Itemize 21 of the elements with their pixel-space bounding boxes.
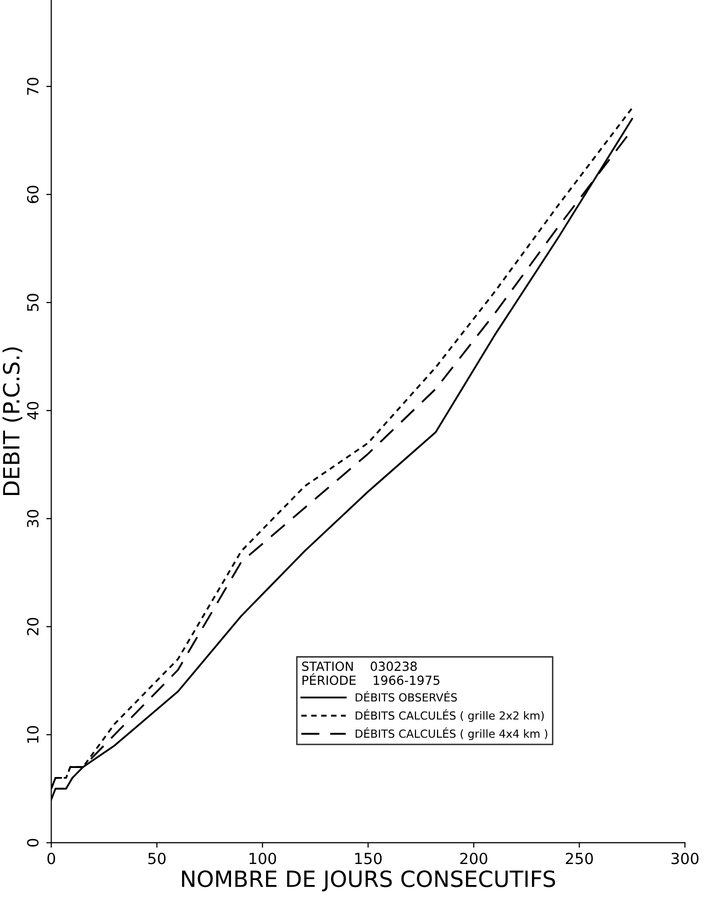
y-tick-label: 10 bbox=[27, 726, 39, 743]
y-axis-title: DEBIT (P.C.S.) bbox=[2, 347, 22, 496]
y-tick-label: 40 bbox=[27, 402, 39, 420]
y-tick-label: 30 bbox=[27, 510, 39, 528]
x-tick-label: 150 bbox=[355, 852, 382, 864]
y-tick-label: 0 bbox=[27, 838, 39, 847]
y-tick-label: 50 bbox=[27, 294, 39, 312]
y-tick-label: 70 bbox=[27, 78, 39, 95]
y-tick-label: 20 bbox=[27, 618, 39, 636]
legend-label: DÉBITS CALCULÉS ( grille 4x4 km ) bbox=[356, 727, 548, 740]
x-tick-label: 300 bbox=[672, 852, 699, 864]
legend-label: DÉBITS OBSERVÉS bbox=[356, 691, 457, 702]
x-tick-label: 100 bbox=[250, 852, 276, 864]
x-tick-label: 200 bbox=[460, 852, 488, 864]
y-tick-label: 60 bbox=[27, 186, 39, 204]
legend-title: STATION 030238 PÉRIODE 1966-1975 bbox=[302, 662, 440, 685]
x-axis-title: NOMBRE DE JOURS CONSECUTIFS bbox=[182, 870, 556, 892]
x-tick-label: 0 bbox=[47, 852, 56, 864]
x-tick-label: 250 bbox=[566, 852, 593, 864]
legend-label: DÉBITS CALCULÉS ( grille 2x2 km) bbox=[356, 709, 544, 722]
x-tick-label: 50 bbox=[148, 852, 166, 864]
